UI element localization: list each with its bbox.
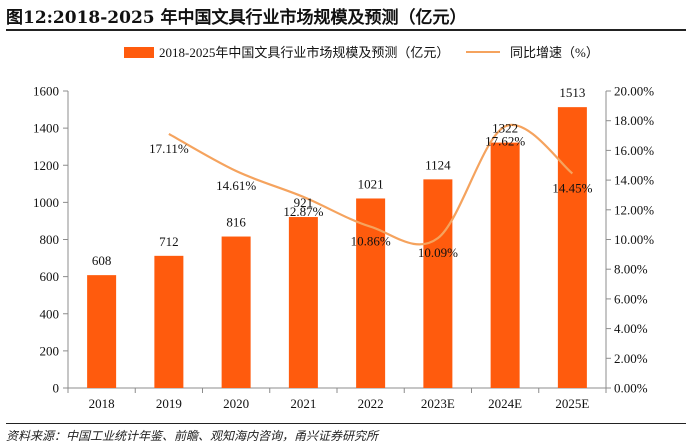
bar: [87, 275, 117, 388]
x-tick-label: 2023E: [421, 396, 455, 411]
y-left-tick-label: 800: [40, 232, 60, 247]
bar-value-label: 608: [92, 253, 112, 268]
y-right-tick-label: 4.00%: [614, 321, 648, 336]
legend-bar-label: 2018-2025年中国文具行业市场规模及预测（亿元）: [159, 45, 449, 60]
bar-value-label: 921: [294, 195, 314, 210]
y-right-tick-label: 18.00%: [614, 113, 654, 128]
growth-value-label: 17.11%: [149, 141, 189, 156]
y-right-tick-label: 10.00%: [614, 232, 654, 247]
y-left-tick-label: 600: [40, 269, 60, 284]
bar: [288, 217, 318, 388]
y-left-tick-label: 1400: [33, 121, 59, 136]
y-left-tick-label: 1600: [33, 84, 59, 99]
market-size-chart: 2018-2025年中国文具行业市场规模及预测（亿元） 同比增速（%） 0 200…: [33, 45, 654, 411]
bar-value-label: 1124: [425, 157, 451, 172]
bar: [557, 107, 587, 388]
growth-value-label: 10.09%: [418, 245, 458, 260]
bar-value-label: 1021: [358, 176, 384, 191]
growth-value-label: 10.86%: [351, 234, 391, 249]
y-right-tick-label: 0.00%: [614, 381, 648, 396]
bar-value-label: 1513: [559, 85, 585, 100]
legend-bar-swatch: [124, 47, 154, 58]
y-left-tick-label: 1200: [33, 158, 59, 173]
legend-line-label: 同比增速（%）: [510, 45, 599, 60]
y-left-tick-label: 0: [53, 381, 60, 396]
bar: [490, 142, 520, 388]
growth-line: [168, 123, 574, 246]
bar: [154, 255, 184, 388]
legend: 2018-2025年中国文具行业市场规模及预测（亿元） 同比增速（%）: [124, 45, 599, 60]
y-right-tick-label: 12.00%: [614, 202, 654, 217]
x-tick-label: 2020: [223, 396, 249, 411]
y-right-tick-label: 6.00%: [614, 291, 648, 306]
y-left-tick-label: 200: [40, 343, 60, 358]
figure-title: 图12:2018-2025 年中国文具行业市场规模及预测（亿元）: [6, 8, 467, 28]
y-right-tick-label: 8.00%: [614, 262, 648, 277]
bar-value-label: 1322: [492, 121, 518, 136]
growth-value-label: 12.87%: [283, 204, 323, 219]
bar: [423, 179, 453, 388]
y-right-tick-label: 20.00%: [614, 84, 654, 99]
x-tick-label: 2022: [358, 396, 384, 411]
x-tick-label: 2018: [89, 396, 115, 411]
y-left-tick-label: 400: [40, 306, 60, 321]
title-rule: [6, 29, 686, 31]
x-tick-label: 2019: [156, 396, 182, 411]
source-note: 资料来源：中国工业统计年鉴、前瞻、观知海内咨询，甬兴证券研究所: [6, 429, 379, 443]
growth-value-label: 17.62%: [485, 133, 525, 148]
bar-value-label: 816: [226, 215, 246, 230]
growth-line-series: [168, 123, 574, 246]
source-rule: [6, 423, 686, 424]
y-right-tick-label: 16.00%: [614, 143, 654, 158]
x-tick-label: 2025E: [555, 396, 589, 411]
x-tick-label: 2021: [290, 396, 316, 411]
bar-series: [87, 107, 587, 388]
y-left-tick-label: 1000: [33, 195, 59, 210]
growth-value-label: 14.45%: [552, 180, 592, 195]
data-labels: 608 712 816 921 1021 1124 1322 1513 17.11% 14.61%…: [92, 85, 593, 268]
bar: [221, 236, 251, 388]
y-right-tick-label: 2.00%: [614, 351, 648, 366]
x-tick-label: 2024E: [488, 396, 522, 411]
bar-value-label: 712: [159, 234, 179, 249]
growth-value-label: 14.61%: [216, 178, 256, 193]
y-right-tick-label: 14.00%: [614, 173, 654, 188]
